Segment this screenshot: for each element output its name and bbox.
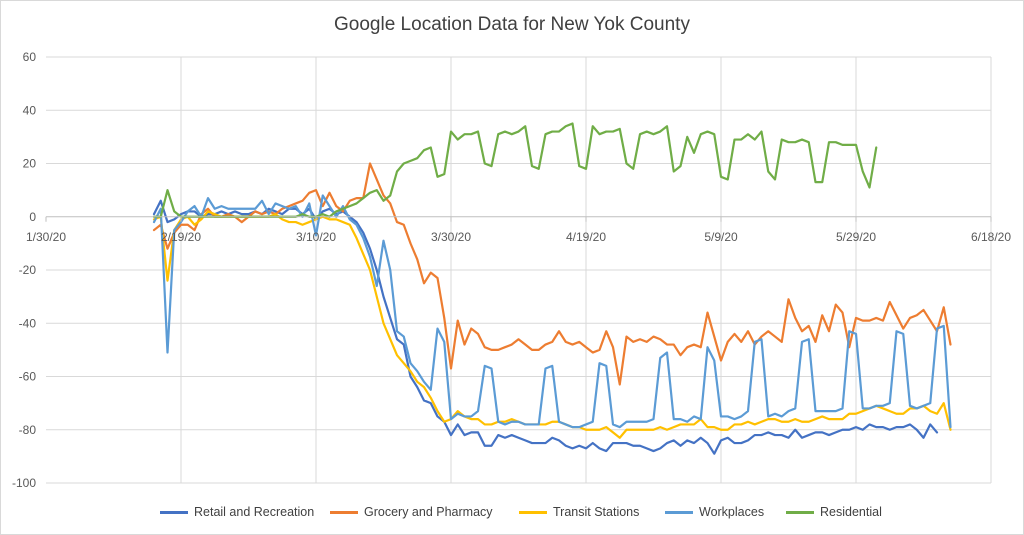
y-tick-label: -100: [12, 476, 36, 490]
legend-label: Residential: [820, 505, 882, 519]
legend-item: Residential: [786, 505, 882, 519]
x-tick-label: 6/18/20: [971, 230, 1011, 244]
y-tick-label: 40: [23, 103, 37, 117]
legend-item: Transit Stations: [519, 505, 639, 519]
x-tick-label: 3/10/20: [296, 230, 336, 244]
series-line-retail-and-recreation: [152, 199, 939, 455]
legend: Retail and Recreation Grocery and Pharmac…: [0, 505, 1024, 523]
x-axis-ticks: 1/30/20 2/19/20 3/10/20 3/30/20 4/19/20 5/9/2…: [26, 230, 1011, 244]
x-tick-label: 4/19/20: [566, 230, 606, 244]
series-line-transit-stations: [152, 210, 952, 439]
series-line-workplaces: [152, 194, 952, 429]
series-lines: [152, 122, 952, 455]
y-tick-label: -80: [19, 423, 37, 437]
legend-swatch: [786, 510, 814, 514]
legend-swatch: [665, 510, 693, 514]
y-tick-label: -40: [19, 316, 37, 330]
y-tick-label: -60: [19, 370, 37, 384]
y-tick-label: -20: [19, 263, 37, 277]
x-tick-label: 2/19/20: [161, 230, 201, 244]
x-tick-label: 5/9/20: [704, 230, 738, 244]
x-tick-label: 3/30/20: [431, 230, 471, 244]
legend-swatch: [519, 510, 547, 514]
gridlines: [46, 56, 992, 484]
legend-item: Workplaces: [665, 505, 764, 519]
y-tick-label: 0: [29, 210, 36, 224]
y-axis-ticks: -100 -80 -60 -40 -20 0 20 40 60: [12, 50, 36, 490]
legend-label: Retail and Recreation: [194, 505, 315, 519]
x-tick-label: 5/29/20: [836, 230, 876, 244]
legend-item: Grocery and Pharmacy: [330, 505, 493, 519]
legend-label: Transit Stations: [553, 505, 640, 519]
legend-item: Retail and Recreation: [160, 505, 314, 519]
legend-swatch: [330, 510, 358, 514]
y-tick-label: 20: [23, 157, 37, 171]
legend-label: Grocery and Pharmacy: [364, 505, 493, 519]
chart-title: Google Location Data for New Yok County: [334, 14, 690, 35]
legend-label: Workplaces: [699, 505, 765, 519]
legend-swatch: [160, 510, 188, 514]
x-tick-label: 1/30/20: [26, 230, 66, 244]
y-tick-label: 60: [23, 50, 37, 64]
series-line-grocery-and-pharmacy: [152, 162, 952, 386]
x-axis: [45, 216, 992, 222]
